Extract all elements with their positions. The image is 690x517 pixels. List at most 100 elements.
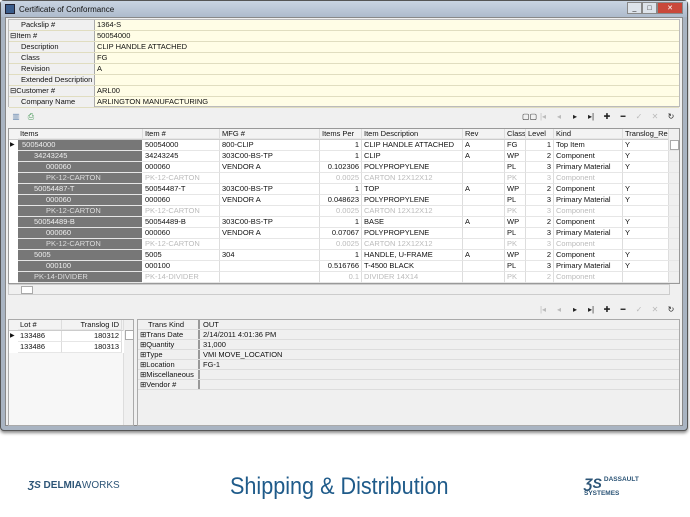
cell-rev[interactable]: A [463,151,505,162]
cell-translog[interactable] [623,206,679,217]
cell-items[interactable]: 50054000 [18,140,143,151]
cell-class[interactable]: PL [505,195,526,206]
cell-per[interactable]: 1 [320,151,362,162]
cell-kind[interactable]: Component [554,250,623,261]
cell-rev[interactable] [463,239,505,250]
cell-class[interactable]: WP [505,184,526,195]
table-row[interactable]: 000060 000060 VENDOR A 0.102306 POLYPROPYLEN… [9,162,679,173]
cell-level[interactable]: 3 [526,228,554,239]
cell-mfg[interactable]: VENDOR A [220,228,320,239]
cell-mfg[interactable] [220,261,320,272]
cell-mfg[interactable] [220,272,320,283]
property-row[interactable]: Class FG [9,53,679,64]
close-button[interactable]: ✕ [657,2,683,14]
cell-class[interactable]: PL [505,228,526,239]
delete-icon[interactable]: ━ [620,112,626,121]
cell-item_no[interactable]: PK-12-CARTON [143,239,220,250]
column-header-items[interactable]: Items [18,129,143,139]
cell-item_no[interactable]: 50054489-B [143,217,220,228]
cell-kind[interactable]: Top Item [554,140,623,151]
column-header-rev[interactable]: Rev [463,129,505,139]
detail-row[interactable]: ⊞Quantity 31,000 [138,340,679,350]
cell-rev[interactable] [463,206,505,217]
column-header-level[interactable]: Level [526,129,554,139]
property-row[interactable]: Description CLIP HANDLE ATTACHED [9,42,679,53]
horizontal-scrollbar[interactable] [8,284,670,295]
cell-items[interactable]: PK-12-CARTON [18,173,143,184]
cell-per[interactable]: 1 [320,250,362,261]
cell-translog[interactable]: Y [623,140,679,151]
expand-icon[interactable]: ⊞ [140,340,147,349]
post-icon[interactable]: ✓ [635,305,643,314]
cell-desc[interactable]: CLIP [362,151,463,162]
cell-class[interactable]: WP [505,217,526,228]
prior-icon[interactable]: ◂ [556,112,561,121]
cell-items[interactable]: 50054489-B [18,217,143,228]
cell-level[interactable]: 3 [526,206,554,217]
cell-class[interactable]: PK [505,239,526,250]
lot-row[interactable]: 133486 180313 [9,342,124,353]
cancel-icon[interactable]: ✕ [651,112,659,121]
cell-items[interactable]: 000060 [18,162,143,173]
expand-icon[interactable]: ⊞ [140,380,147,389]
cell-kind[interactable]: Component [554,173,623,184]
cell-item_no[interactable]: 34243245 [143,151,220,162]
cell-translog[interactable]: Y [623,250,679,261]
cell-item_no[interactable]: 000100 [143,261,220,272]
cell-per[interactable]: 0.102306 [320,162,362,173]
detail-row[interactable]: Trans Kind OUT [138,320,679,330]
cell-kind[interactable]: Primary Material [554,261,623,272]
detail-row[interactable]: ⊞Type VMI MOVE_LOCATION [138,350,679,360]
column-header[interactable]: Lot # [18,320,62,330]
cell-desc[interactable]: POLYPROPYLENE [362,162,463,173]
cell-kind[interactable]: Component [554,217,623,228]
column-header-kind[interactable]: Kind [554,129,623,139]
cell-class[interactable]: PK [505,206,526,217]
cell-items[interactable]: 50054487-T [18,184,143,195]
cell-item_no[interactable]: PK-12-CARTON [143,173,220,184]
cell-desc[interactable]: T-4500 BLACK [362,261,463,272]
cell-items[interactable]: PK-12-CARTON [18,206,143,217]
cell-per[interactable]: 0.0025 [320,206,362,217]
column-header[interactable]: Translog ID [62,320,122,330]
expand-icon[interactable]: ⊟ [10,31,17,40]
cell-mfg[interactable]: 800-CLIP [220,140,320,151]
cell-level[interactable]: 2 [526,217,554,228]
column-header-desc[interactable]: Item Description [362,129,463,139]
property-value[interactable]: FG [97,53,108,62]
cell-class[interactable]: FG [505,140,526,151]
cell-translog[interactable]: Y [623,195,679,206]
cell-items[interactable]: 000060 [18,195,143,206]
cell-translog-id[interactable]: 180312 [62,331,122,342]
cell-desc[interactable]: HANDLE, U-FRAME [362,250,463,261]
cell-items[interactable]: 000060 [18,228,143,239]
cell-class[interactable]: WP [505,250,526,261]
property-value[interactable]: A [97,64,103,73]
property-row[interactable]: Packslip # 1364-S [9,20,679,31]
cell-class[interactable]: WP [505,151,526,162]
cell-rev[interactable]: A [463,217,505,228]
table-row[interactable]: 000100 000100 0.516766 T-4500 BLACK PL 3 Prima… [9,261,679,272]
table-row[interactable]: PK-14-DIVIDER PK-14-DIVIDER 0.1 DIVIDER 14X… [9,272,679,283]
property-value[interactable]: CLIP HANDLE ATTACHED [97,42,188,51]
maximize-button[interactable]: □ [642,2,657,14]
cell-rev[interactable] [463,272,505,283]
cell-mfg[interactable]: 303C00-BS-TP [220,151,320,162]
cell-kind[interactable]: Component [554,184,623,195]
cell-per[interactable]: 0.516766 [320,261,362,272]
cell-translog[interactable]: Y [623,228,679,239]
lots-scrollbar[interactable] [123,320,134,425]
property-row[interactable]: ⊟Item #50054000 [9,31,679,42]
column-header-mfg[interactable]: MFG # [220,129,320,139]
cell-per[interactable]: 1 [320,217,362,228]
cell-rev[interactable]: A [463,140,505,151]
cell-desc[interactable]: POLYPROPYLENE [362,195,463,206]
column-header-translog[interactable]: Translog_Rec_Exist [623,129,679,139]
cell-rev[interactable] [463,261,505,272]
property-value[interactable]: 50054000 [97,31,131,40]
cell-translog[interactable]: Y [623,261,679,272]
cell-mfg[interactable]: VENDOR A [220,195,320,206]
table-row[interactable]: 5005 5005 304 1 HANDLE, U-FRAME A WP 2 Component… [9,250,679,261]
cell-translog[interactable] [623,239,679,250]
cell-rev[interactable] [463,173,505,184]
